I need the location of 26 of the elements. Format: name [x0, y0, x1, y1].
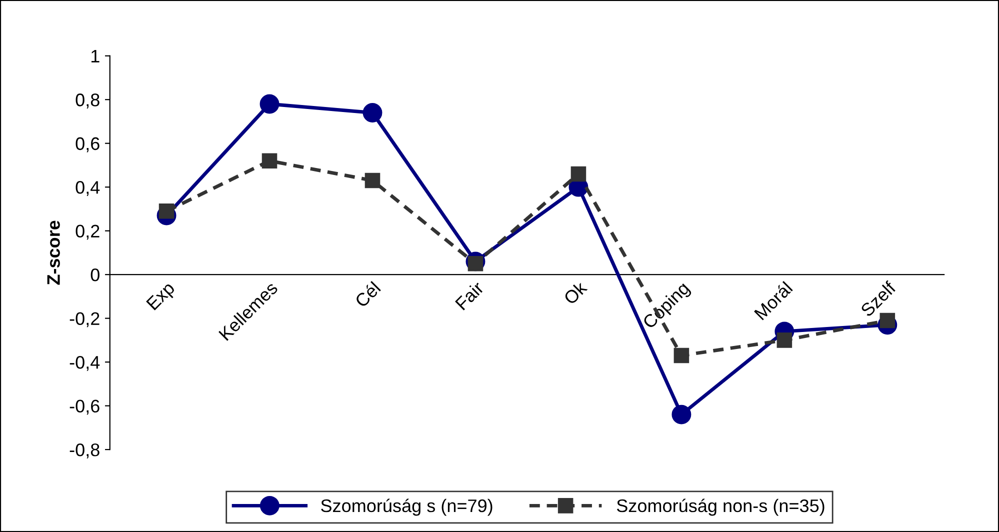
- y-tick-label: 0,6: [76, 137, 100, 152]
- y-tick-label: -0,4: [70, 356, 100, 371]
- point: [776, 332, 792, 348]
- y-tick-label: -0,8: [70, 443, 100, 458]
- x-tick-label: Fair: [454, 280, 485, 310]
- x-tick-label: Exp: [146, 281, 178, 313]
- x-tick-label: Ok: [562, 280, 588, 306]
- point: [362, 103, 382, 122]
- point: [570, 166, 586, 182]
- y-axis-title: Z-score: [47, 220, 60, 285]
- legend-label: Szomorúság s (n=79): [321, 498, 492, 516]
- point: [672, 404, 692, 424]
- y-tick-label: 0,2: [76, 224, 100, 240]
- point: [260, 94, 280, 114]
- legend-label: Szomorúság non-s (n=35): [616, 498, 824, 516]
- y-tick-label: 1: [92, 50, 100, 62]
- point: [364, 172, 380, 188]
- x-tick-label: Cél: [354, 280, 382, 308]
- y-tick-label: -0,2: [70, 312, 100, 328]
- point: [674, 348, 690, 364]
- y-tick-label: 0,4: [76, 181, 100, 196]
- point: [262, 153, 278, 168]
- y-tick-label: 0,8: [76, 94, 100, 108]
- y-tick-label: -0,6: [70, 400, 100, 415]
- y-tick-label: 0: [90, 268, 100, 282]
- point: [158, 204, 174, 219]
